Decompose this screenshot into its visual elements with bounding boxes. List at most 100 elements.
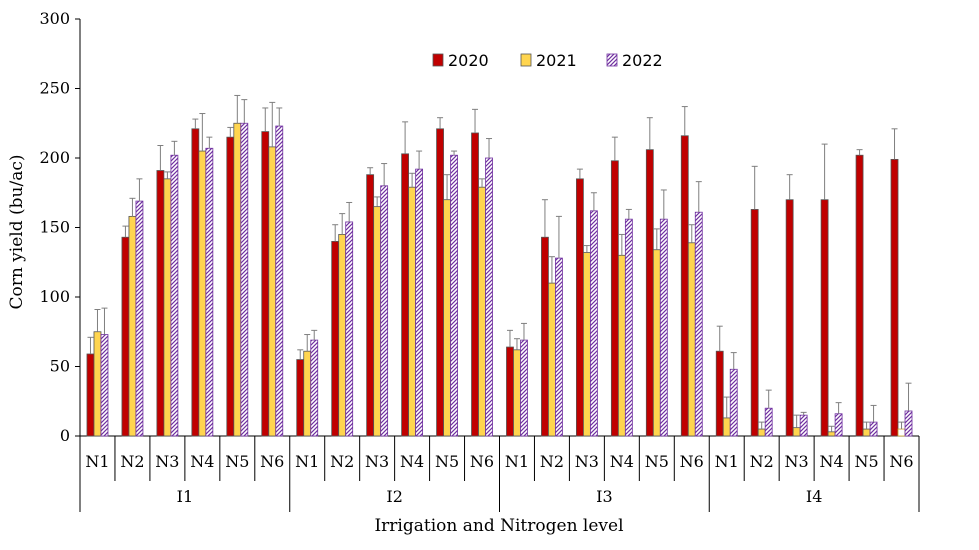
bar-2021-i4-n5 bbox=[862, 428, 871, 437]
bar-2021-i1-n5 bbox=[233, 122, 242, 437]
bar-2021-i4-n3 bbox=[792, 427, 801, 437]
bar-2022-i2-n2 bbox=[345, 221, 354, 437]
bar-2021-i4-n1 bbox=[722, 417, 731, 437]
y-tick-label: 150 bbox=[39, 218, 70, 237]
bar-2020-i4-n2 bbox=[750, 209, 759, 437]
bar-2021-i1-n2 bbox=[128, 215, 137, 437]
bar-2022-i3-n4 bbox=[624, 218, 633, 437]
bar-2022-i1-n3 bbox=[170, 154, 179, 437]
bar-2020-i1-n4 bbox=[191, 128, 200, 437]
x-tick-label-n5: N5 bbox=[645, 452, 669, 471]
bar-2020-i3-n5 bbox=[645, 149, 654, 437]
bar-2021-i2-n6 bbox=[478, 186, 486, 437]
bar-2020-i4-n1 bbox=[715, 350, 724, 437]
group-label-i4: I4 bbox=[806, 487, 823, 506]
bar-2022-i1-n5 bbox=[240, 122, 249, 437]
bar-2020-i1-n6 bbox=[261, 131, 270, 437]
bar-2022-i1-n4 bbox=[205, 147, 214, 437]
bar-2020-i3-n4 bbox=[610, 160, 619, 437]
legend-swatch-2022 bbox=[606, 53, 618, 67]
legend-label-2020: 2020 bbox=[448, 51, 489, 70]
bar-2022-i4-n2 bbox=[764, 407, 773, 437]
bar-2022-i2-n5 bbox=[450, 154, 458, 437]
bar-2022-i4-n6 bbox=[904, 410, 913, 437]
bar-2020-i3-n3 bbox=[575, 178, 584, 437]
bar-2020-i4-n5 bbox=[855, 154, 864, 437]
bar-2020-i1-n5 bbox=[226, 136, 235, 437]
bar-2021-i1-n3 bbox=[163, 178, 172, 437]
x-tick-label-n2: N2 bbox=[120, 452, 144, 471]
bar-2022-i1-n6 bbox=[275, 125, 284, 437]
bar-2021-i2-n2 bbox=[338, 234, 347, 437]
x-tick-label-n3: N3 bbox=[365, 452, 389, 471]
bar-2022-i2-n4 bbox=[415, 168, 424, 437]
x-tick-label-n6: N6 bbox=[470, 452, 494, 471]
x-tick-label-n5: N5 bbox=[435, 452, 459, 471]
bar-2021-i3-n4 bbox=[617, 254, 626, 437]
bar-2022-i3-n3 bbox=[589, 210, 598, 437]
y-tick-label: 200 bbox=[39, 148, 70, 167]
bar-2020-i1-n1 bbox=[86, 353, 95, 437]
x-tick-label-n6: N6 bbox=[680, 452, 704, 471]
bar-2022-i3-n1 bbox=[520, 339, 528, 437]
bar-2021-i2-n4 bbox=[408, 186, 417, 437]
x-tick-label-n5: N5 bbox=[225, 452, 249, 471]
bar-2021-i1-n6 bbox=[268, 146, 277, 437]
bar-2020-i3-n2 bbox=[541, 236, 549, 437]
y-tick-label: 300 bbox=[39, 9, 70, 28]
bar-2021-i3-n2 bbox=[548, 282, 556, 437]
x-tick-label-n2: N2 bbox=[330, 452, 354, 471]
x-tick-label-n2: N2 bbox=[540, 452, 564, 471]
x-tick-label-n1: N1 bbox=[715, 452, 739, 471]
group-label-i3: I3 bbox=[596, 487, 613, 506]
bar-2021-i3-n5 bbox=[652, 249, 661, 437]
group-label-i2: I2 bbox=[386, 487, 403, 506]
bar-2021-i2-n3 bbox=[373, 206, 382, 437]
y-tick-label: 0 bbox=[60, 426, 70, 445]
bar-2021-i4-n6 bbox=[897, 428, 906, 437]
bar-2020-i1-n3 bbox=[156, 170, 165, 437]
x-tick-label-n1: N1 bbox=[505, 452, 529, 471]
bar-2020-i1-n2 bbox=[121, 236, 130, 437]
legend-label-2021: 2021 bbox=[536, 51, 577, 70]
bar-2021-i3-n6 bbox=[687, 242, 696, 437]
bar-2020-i2-n6 bbox=[471, 132, 479, 437]
x-tick-label-n6: N6 bbox=[889, 452, 913, 471]
bar-2021-i4-n4 bbox=[827, 431, 836, 437]
bar-2022-i4-n1 bbox=[729, 368, 738, 437]
bar-2020-i2-n2 bbox=[331, 240, 340, 437]
x-tick-label-n4: N4 bbox=[400, 452, 424, 471]
bar-2022-i2-n1 bbox=[310, 339, 319, 437]
bar-2022-i1-n1 bbox=[100, 334, 109, 437]
bar-2022-i3-n6 bbox=[694, 211, 703, 437]
x-tick-label-n3: N3 bbox=[785, 452, 809, 471]
bar-2022-i1-n2 bbox=[135, 200, 144, 437]
bar-2020-i2-n3 bbox=[366, 174, 375, 437]
bar-2022-i4-n4 bbox=[834, 413, 843, 437]
y-tick-label: 100 bbox=[39, 287, 70, 306]
bar-2020-i4-n3 bbox=[785, 199, 794, 437]
x-tick-label-n3: N3 bbox=[155, 452, 179, 471]
x-tick-label-n3: N3 bbox=[575, 452, 599, 471]
bar-2022-i2-n6 bbox=[485, 157, 493, 437]
bar-2022-i3-n5 bbox=[659, 218, 668, 437]
bar-2020-i2-n5 bbox=[436, 128, 444, 437]
legend-label-2022: 2022 bbox=[622, 51, 663, 70]
group-label-i1: I1 bbox=[177, 487, 194, 506]
bar-2020-i4-n6 bbox=[890, 158, 899, 437]
bar-2021-i1-n1 bbox=[93, 331, 102, 437]
bar-2020-i4-n4 bbox=[820, 199, 829, 437]
bar-2021-i3-n1 bbox=[513, 349, 521, 437]
x-tick-label-n6: N6 bbox=[260, 452, 284, 471]
x-tick-label-n5: N5 bbox=[854, 452, 878, 471]
x-tick-label-n2: N2 bbox=[750, 452, 774, 471]
bar-2021-i1-n4 bbox=[198, 150, 207, 437]
bar-2020-i2-n1 bbox=[296, 359, 305, 437]
legend-swatch-2021 bbox=[520, 53, 532, 67]
x-tick-label-n1: N1 bbox=[295, 452, 319, 471]
bar-2021-i4-n2 bbox=[757, 428, 766, 437]
legend-swatch-2020 bbox=[432, 53, 444, 67]
bar-2022-i4-n3 bbox=[799, 414, 808, 437]
y-tick-label: 250 bbox=[39, 79, 70, 98]
x-axis-title: Irrigation and Nitrogen level bbox=[374, 516, 623, 536]
